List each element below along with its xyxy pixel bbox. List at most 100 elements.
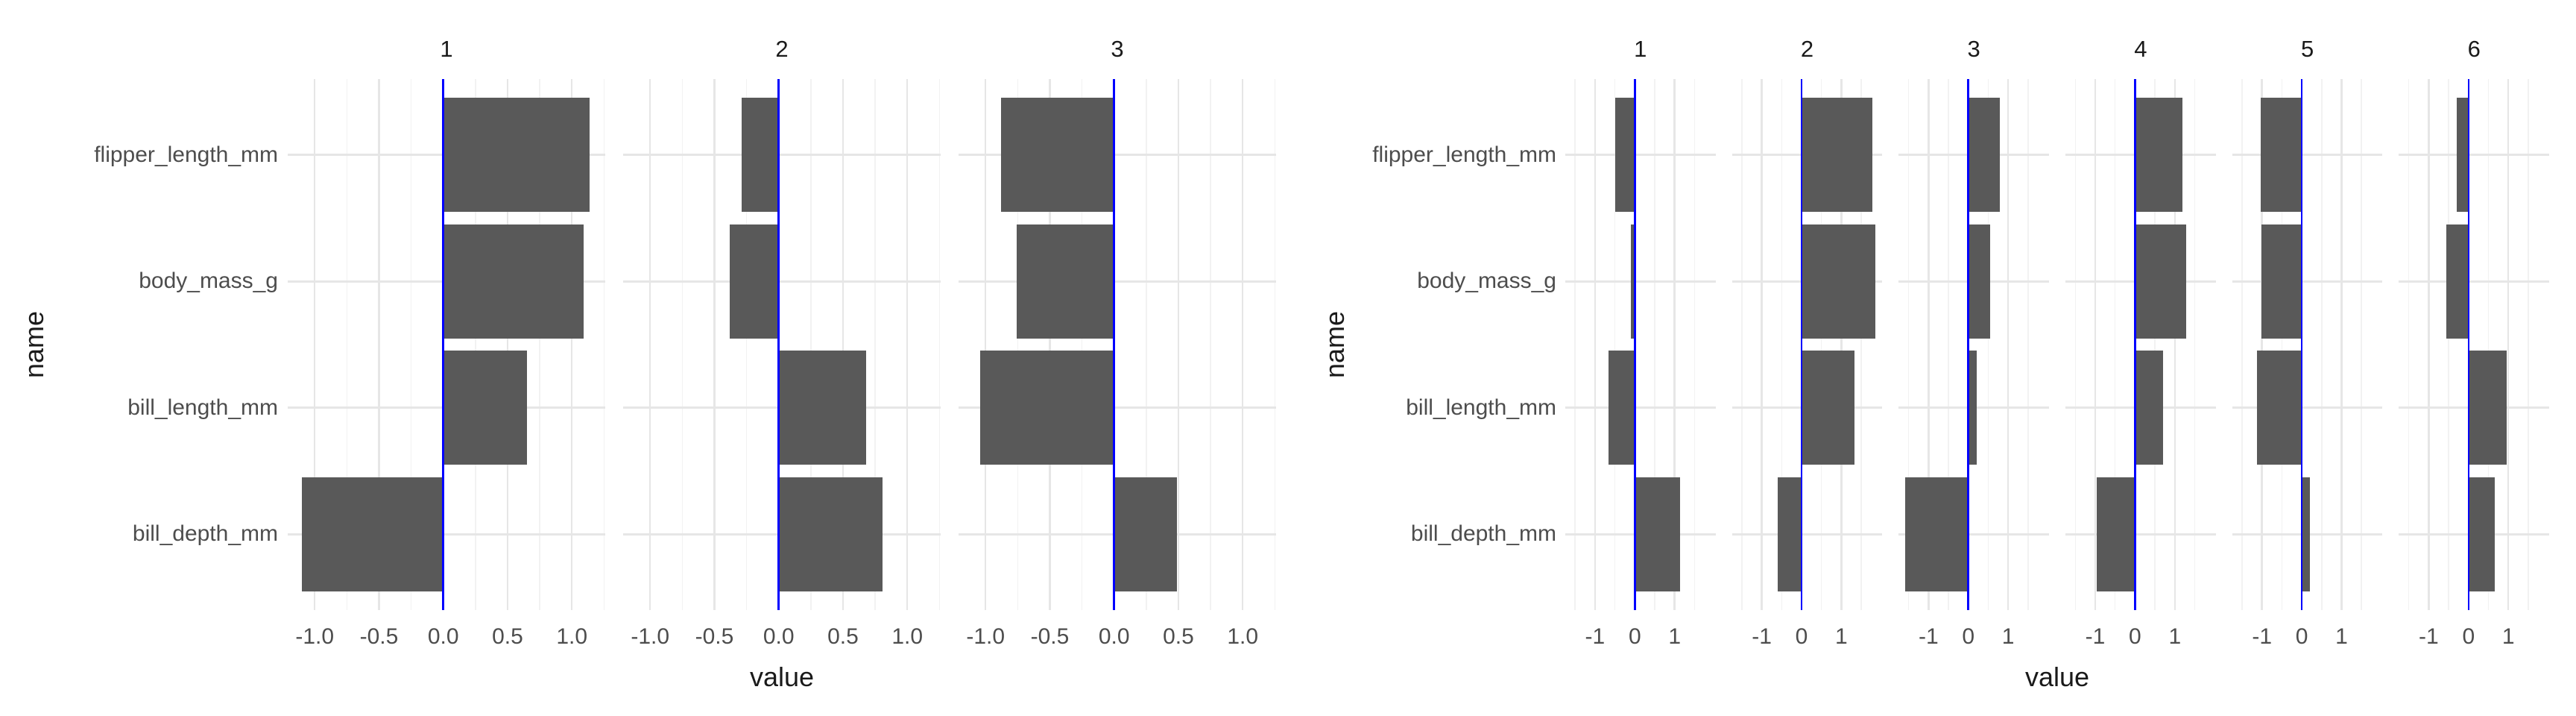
gridline-minor bbox=[1574, 79, 1576, 610]
bar-body_mass_g-facet-5 bbox=[2261, 224, 2302, 339]
x-axis-title: value bbox=[2024, 662, 2090, 692]
facet-panel-2 bbox=[1731, 79, 1883, 610]
bar-bill_length_mm-facet-6 bbox=[2468, 351, 2507, 465]
facet-strip-label-1: 1 bbox=[1634, 36, 1647, 62]
facet-strip-label-2: 2 bbox=[775, 36, 789, 62]
bar-flipper_length_mm-facet-5 bbox=[2261, 98, 2302, 213]
facet-strip-label-3: 3 bbox=[1967, 36, 1980, 62]
x-tick-label: 1 bbox=[2001, 624, 2015, 649]
gridline-row bbox=[1565, 280, 1716, 283]
bar-bill_length_mm-facet-2 bbox=[1801, 351, 1854, 465]
zero-reference-line bbox=[1634, 79, 1636, 610]
x-tick-label: 0 bbox=[1962, 624, 1975, 649]
bar-bill_depth_mm-facet-5 bbox=[2302, 477, 2311, 591]
gridline-major bbox=[2261, 79, 2263, 610]
gridline-minor bbox=[1781, 79, 1783, 610]
gridline-row bbox=[958, 280, 1277, 283]
gridline-minor bbox=[2321, 79, 2323, 610]
gridline-minor bbox=[2487, 79, 2490, 610]
bar-flipper_length_mm-facet-1 bbox=[1614, 98, 1635, 213]
x-tick-label: 1 bbox=[1835, 624, 1848, 649]
gridline-minor bbox=[1907, 79, 1910, 610]
gridline-minor bbox=[2528, 79, 2529, 610]
x-tick-label: -1.0 bbox=[966, 624, 1006, 649]
facet-panel-1 bbox=[1565, 79, 1716, 610]
x-tick-label: -1 bbox=[2085, 624, 2106, 649]
x-tick-label: -1 bbox=[2419, 624, 2439, 649]
gridline-minor bbox=[1017, 79, 1019, 610]
facet-strip-label-2: 2 bbox=[1800, 36, 1814, 62]
x-axis-title: value bbox=[749, 662, 815, 692]
gridline-row bbox=[1565, 154, 1716, 157]
gridline-row bbox=[1898, 533, 2050, 536]
x-tick-label: 1.0 bbox=[1227, 624, 1259, 649]
gridline-major bbox=[842, 79, 845, 610]
bar-bill_depth_mm-facet-1 bbox=[301, 477, 443, 591]
gridline-row bbox=[958, 406, 1277, 409]
x-tick-label: -0.5 bbox=[359, 624, 399, 649]
gridline-minor bbox=[681, 79, 684, 610]
bar-bill_depth_mm-facet-1 bbox=[1635, 477, 1681, 591]
gridline-minor bbox=[1693, 79, 1696, 610]
y-axis-title: name bbox=[19, 310, 49, 379]
gridline-minor bbox=[1987, 79, 1989, 610]
gridline-major bbox=[570, 79, 573, 610]
gridline-major bbox=[1673, 79, 1676, 610]
x-tick-label: 0.5 bbox=[1163, 624, 1194, 649]
bar-bill_length_mm-facet-1 bbox=[1609, 351, 1635, 465]
gridline-minor bbox=[475, 79, 476, 610]
bar-bill_depth_mm-facet-2 bbox=[778, 477, 883, 591]
gridline-minor bbox=[410, 79, 412, 610]
y-axis-label-flipper_length_mm: flipper_length_mm bbox=[94, 142, 278, 167]
y-axis-label-body_mass_g: body_mass_g bbox=[139, 268, 278, 294]
gridline-major bbox=[713, 79, 716, 610]
gridline-major bbox=[1761, 79, 1763, 610]
gridline-major bbox=[1928, 79, 1930, 610]
facet-strip-label-6: 6 bbox=[2467, 36, 2481, 62]
y-axis-label-bill_length_mm: bill_length_mm bbox=[1406, 395, 1556, 420]
gridline-minor bbox=[1741, 79, 1743, 610]
facet-strip-label-4: 4 bbox=[2134, 36, 2147, 62]
bar-body_mass_g-facet-1 bbox=[1631, 224, 1635, 339]
x-tick-label: 0 bbox=[2129, 624, 2141, 649]
x-tick-label: 0 bbox=[1795, 624, 1808, 649]
gridline-minor bbox=[2114, 79, 2116, 610]
gridline-minor bbox=[874, 79, 876, 610]
bar-bill_length_mm-facet-1 bbox=[443, 351, 527, 465]
zero-reference-line bbox=[2300, 79, 2303, 610]
gridline-minor bbox=[2194, 79, 2196, 610]
bar-body_mass_g-facet-1 bbox=[443, 224, 584, 339]
gridline-minor bbox=[1146, 79, 1147, 610]
gridline-row bbox=[958, 154, 1277, 157]
gridline-major bbox=[2507, 79, 2510, 610]
x-tick-label: 1 bbox=[2501, 624, 2515, 649]
y-axis-label-bill_depth_mm: bill_depth_mm bbox=[1410, 521, 1556, 547]
gridline-major bbox=[984, 79, 987, 610]
zero-reference-line bbox=[1967, 79, 1969, 610]
gridline-minor bbox=[2408, 79, 2410, 610]
x-tick-label: -1 bbox=[1752, 624, 1772, 649]
gridline-row bbox=[287, 533, 606, 536]
gridline-row bbox=[1731, 533, 1883, 536]
gridline-major bbox=[1241, 79, 1244, 610]
facet-strip-label-3: 3 bbox=[1111, 36, 1124, 62]
gridline-minor bbox=[938, 79, 941, 610]
gridline-minor bbox=[2241, 79, 2243, 610]
gridline-minor bbox=[2074, 79, 2077, 610]
facet-panel-2 bbox=[622, 79, 941, 610]
facet-panel-3 bbox=[958, 79, 1277, 610]
x-tick-label: 1 bbox=[2335, 624, 2348, 649]
bar-body_mass_g-facet-2 bbox=[730, 224, 779, 339]
bar-bill_depth_mm-facet-3 bbox=[1905, 477, 1969, 591]
zero-reference-line bbox=[1800, 79, 1803, 610]
bar-bill_length_mm-facet-2 bbox=[778, 351, 866, 465]
bar-bill_depth_mm-facet-6 bbox=[2468, 477, 2496, 591]
x-tick-label: 1.0 bbox=[891, 624, 924, 649]
bar-bill_length_mm-facet-4 bbox=[2135, 351, 2163, 465]
bar-bill_depth_mm-facet-4 bbox=[2097, 477, 2135, 591]
x-tick-label: 0.0 bbox=[1098, 624, 1130, 649]
gridline-minor bbox=[745, 79, 748, 610]
facet-panel-6 bbox=[2399, 79, 2550, 610]
bar-flipper_length_mm-facet-3 bbox=[1968, 98, 2001, 213]
bar-flipper_length_mm-facet-2 bbox=[1801, 98, 1873, 213]
